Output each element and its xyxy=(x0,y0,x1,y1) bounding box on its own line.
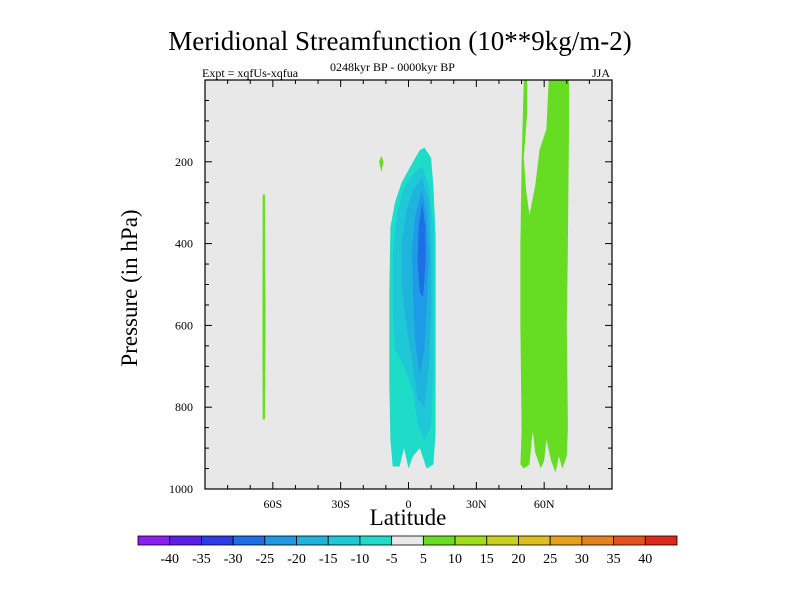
colorbar-label: -30 xyxy=(224,552,243,567)
experiment-subtitle: Expt = xqfUs-xqfua xyxy=(202,66,299,80)
y-tick-label: 1000 xyxy=(169,482,193,496)
plot-frame xyxy=(204,79,613,490)
colorbar-box xyxy=(422,535,456,546)
y-tick-label: 600 xyxy=(175,318,193,332)
contour-region-positive-cell-60N xyxy=(520,80,569,473)
colorbar-label: -40 xyxy=(160,552,179,567)
colorbar-label: 15 xyxy=(480,552,494,567)
colorbar-label: -5 xyxy=(386,552,398,567)
contour-region-negative-cell-max xyxy=(417,202,426,297)
colorbar-box xyxy=(201,535,234,546)
colorbar-box xyxy=(549,535,583,546)
contour-region-negative-cell-outer xyxy=(389,147,436,469)
colorbar-box xyxy=(359,535,393,546)
colorbar-label: -20 xyxy=(287,552,306,567)
y-tick-label: 200 xyxy=(175,155,193,169)
colorbar-box xyxy=(169,535,202,546)
colorbar-box xyxy=(327,535,361,546)
colorbar-label: -15 xyxy=(319,552,338,567)
colorbar-box xyxy=(264,535,297,546)
chart-title: Meridional Streamfunction (10**9kg/m-2) xyxy=(168,26,632,56)
x-axis-label: Latitude xyxy=(369,505,447,530)
colorbar-box xyxy=(232,535,266,546)
colorbar-label: -25 xyxy=(255,552,274,567)
colorbar-label: 10 xyxy=(448,552,462,567)
contour-region-negative-cell-mid xyxy=(392,165,434,440)
contour-region-negative-cell-inner xyxy=(401,178,432,408)
colorbar-label: 40 xyxy=(638,552,652,567)
colorbar-box xyxy=(613,535,646,546)
y-axis-label: Pressure (in hPa) xyxy=(117,209,142,367)
contour-region-small-positive-12S xyxy=(379,155,384,172)
colorbar-label: 25 xyxy=(543,552,557,567)
colorbar-box xyxy=(581,535,614,546)
colorbar-label: 35 xyxy=(607,552,621,567)
contour-region-negative-cell-core xyxy=(411,190,429,375)
colorbar-box xyxy=(454,535,488,546)
colorbar-label: -10 xyxy=(351,552,370,567)
colorbar-label: 30 xyxy=(575,552,589,567)
plot-background xyxy=(205,80,612,489)
contour-region-weak-positive-60S xyxy=(262,194,266,420)
colorbar-box xyxy=(391,535,424,546)
colorbar-box xyxy=(137,535,171,546)
colorbar-box xyxy=(518,535,551,546)
season-subtitle: JJA xyxy=(591,66,610,80)
colorbar-label: 5 xyxy=(420,552,427,567)
y-tick-label: 400 xyxy=(175,237,193,251)
colorbar-box xyxy=(296,535,329,546)
y-tick-label: 800 xyxy=(175,400,193,414)
colorbar-label: -35 xyxy=(192,552,211,567)
colorbar-box xyxy=(486,535,519,546)
colorbar-label: 20 xyxy=(511,552,525,567)
period-subtitle: 0248kyr BP - 0000kyr BP xyxy=(330,60,455,74)
colorbar-box xyxy=(644,535,678,546)
